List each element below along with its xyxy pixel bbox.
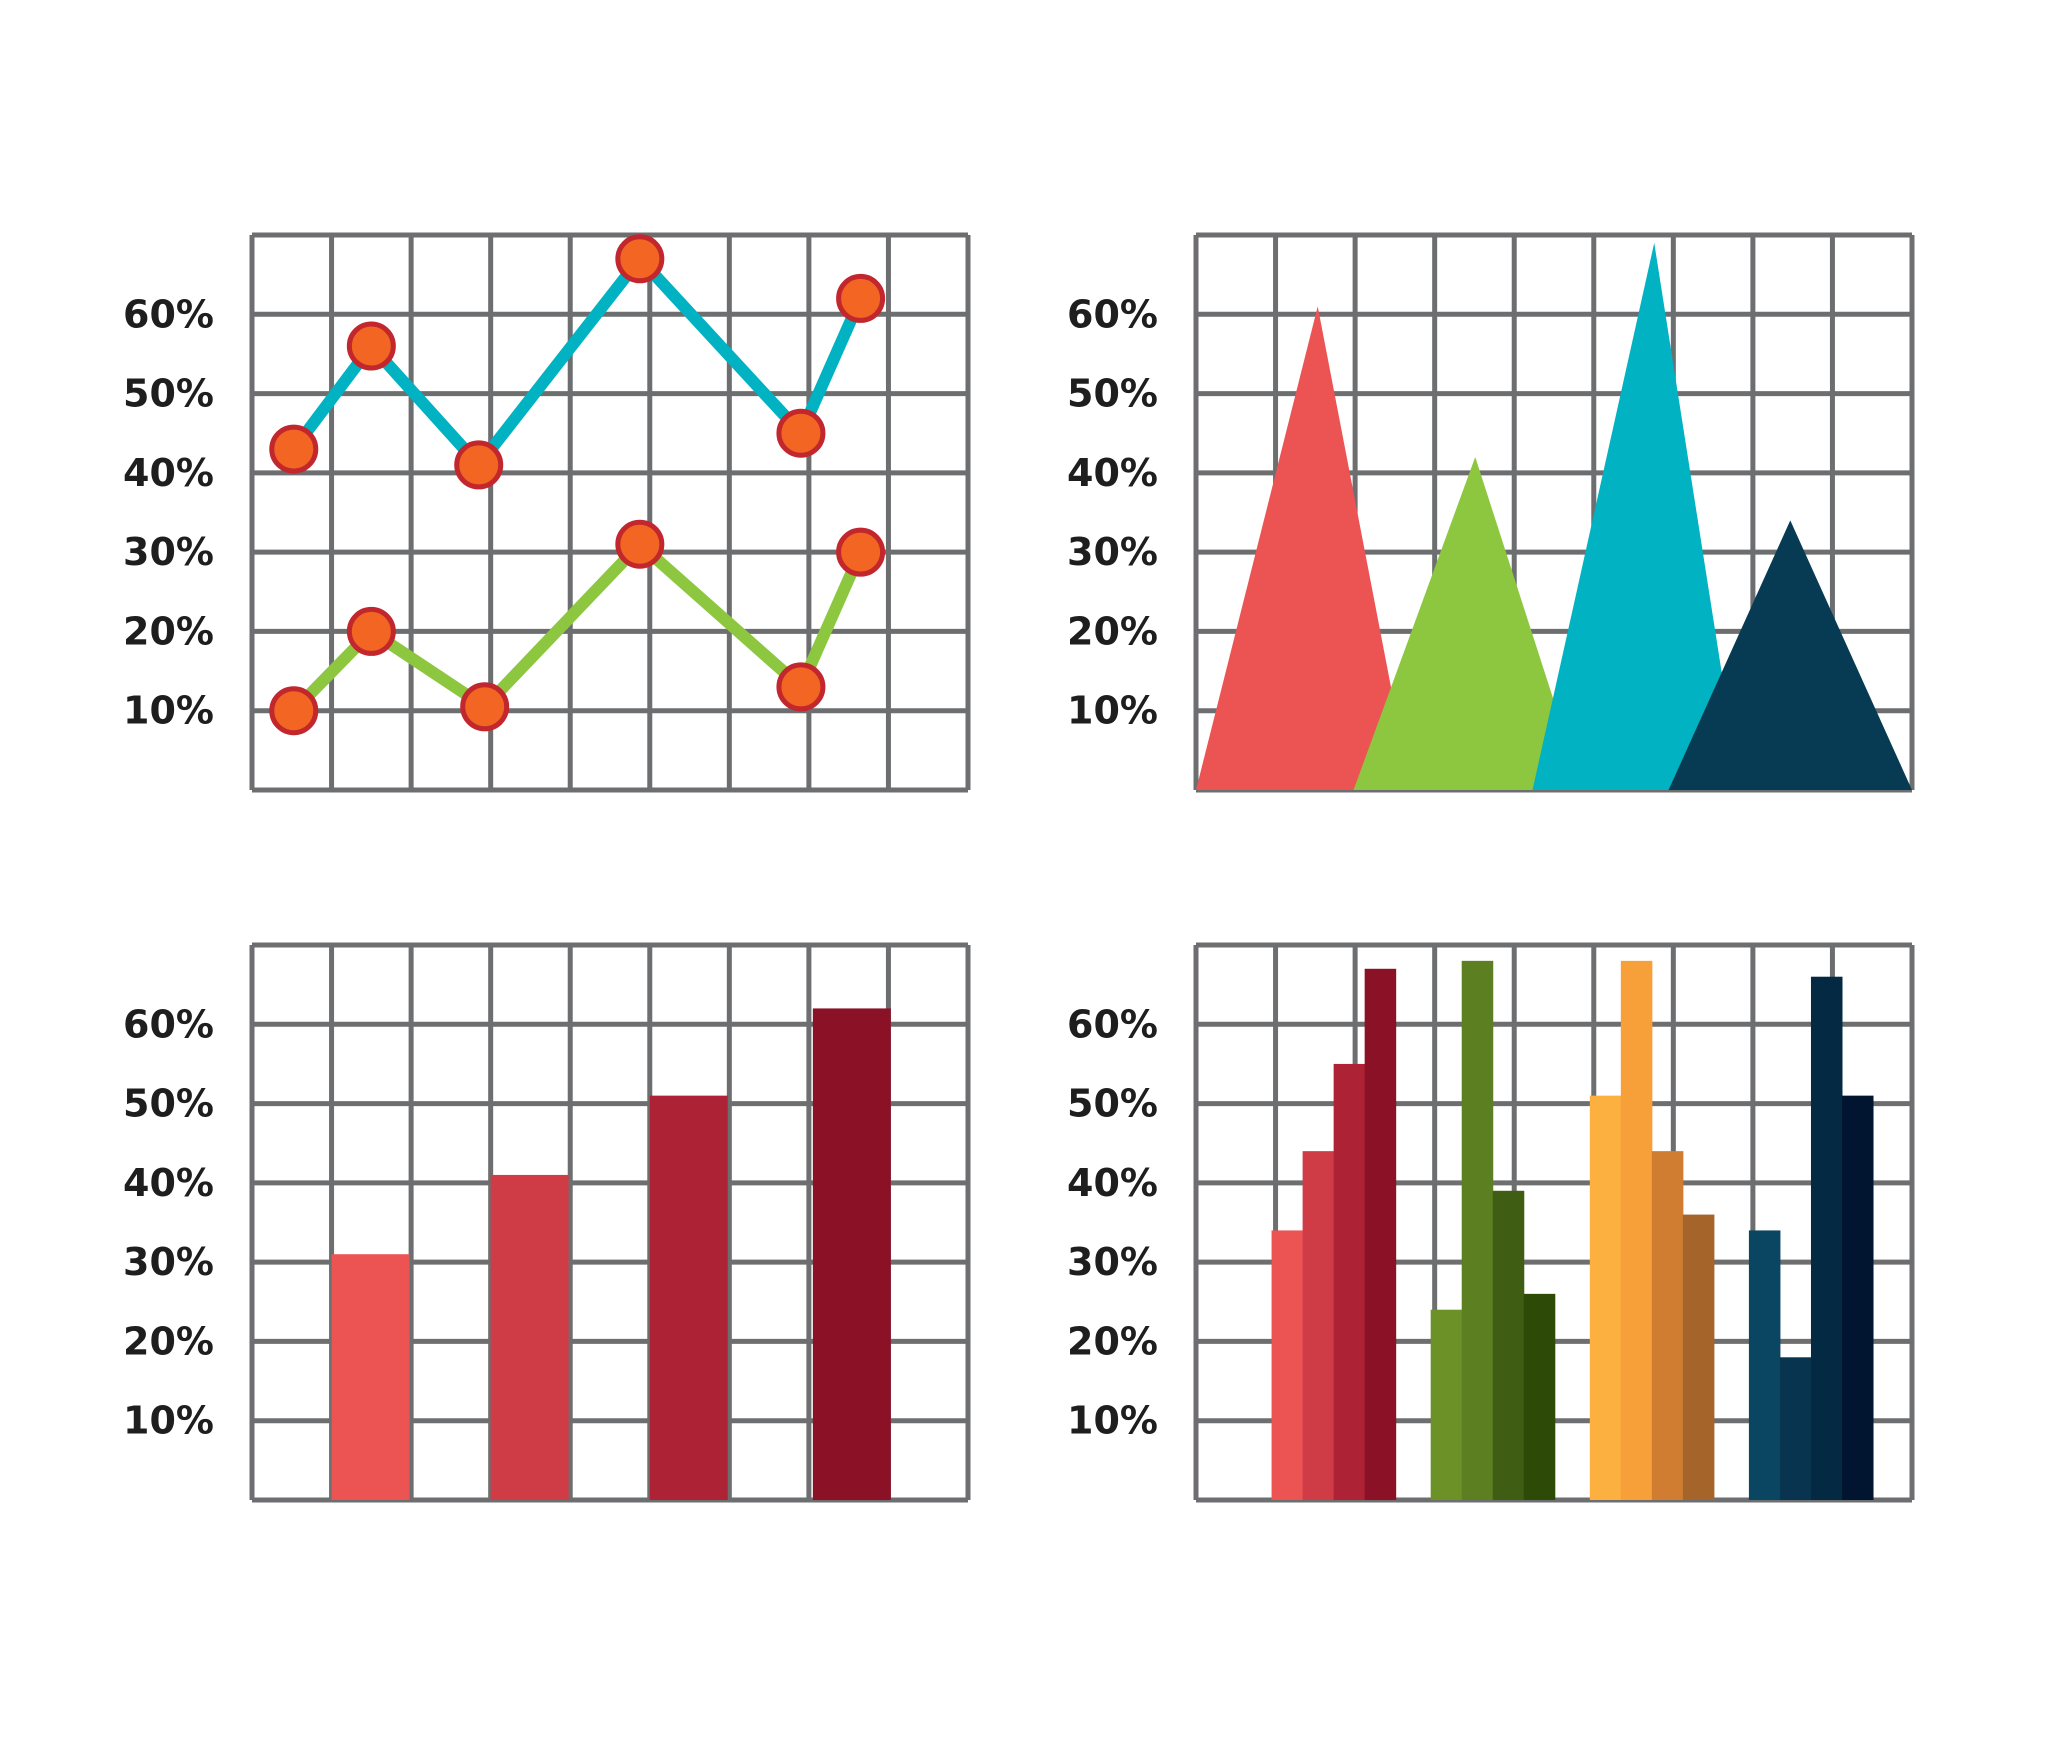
data-point [776,408,826,458]
y-tick-label: 20% [123,609,214,653]
bar [649,1095,728,1500]
bar [490,1174,569,1500]
bar [1523,1293,1556,1500]
peak-triangle [1532,242,1741,790]
y-axis-ticks: 10% 20% 30% 40% 50% 60% [123,292,214,732]
y-tick-label: 10% [1067,689,1158,733]
y-tick-label: 40% [123,1161,214,1205]
bar [1492,1190,1525,1500]
y-axis-ticks: 10% 20% 30% 40% 50% 60% [123,1002,214,1442]
data-point [776,662,826,712]
bar [1748,1230,1781,1500]
peak-triangle [1668,520,1912,790]
bar [1620,960,1653,1500]
data-point [836,527,886,577]
data-point [615,519,665,569]
y-tick-label: 10% [123,1399,214,1443]
y-tick-label: 40% [1067,1161,1158,1205]
y-tick-label: 30% [123,1240,214,1284]
data-point [836,273,886,323]
y-tick-label: 60% [123,292,214,336]
y-tick-label: 20% [1067,1319,1158,1363]
y-tick-label: 40% [1067,451,1158,495]
bar [1810,976,1843,1500]
y-tick-label: 60% [123,1002,214,1046]
y-tick-label: 60% [1067,292,1158,336]
data-point [615,234,665,284]
bar [1651,1151,1684,1500]
y-tick-label: 10% [123,689,214,733]
bar [812,1008,891,1500]
y-tick-label: 50% [123,1082,214,1126]
bar [331,1254,410,1500]
y-tick-label: 10% [1067,1399,1158,1443]
y-tick-label: 50% [123,372,214,416]
bar [1430,1309,1463,1500]
bar [1364,968,1397,1500]
y-axis-ticks: 10% 20% 30% 40% 50% 60% [1067,1002,1158,1442]
data-point [454,440,504,490]
line-chart: 10% 20% 30% 40% 50% 60% [123,232,971,793]
peak-triangle [1196,306,1411,790]
y-tick-label: 50% [1067,372,1158,416]
bar [1333,1063,1366,1500]
y-tick-label: 30% [123,530,214,574]
y-tick-label: 20% [1067,609,1158,653]
data-point [269,686,319,736]
y-tick-label: 40% [123,451,214,495]
y-tick-label: 30% [1067,530,1158,574]
bar [1271,1230,1304,1500]
grouped-bar-chart: 10% 20% 30% 40% 50% 60% [1067,942,1915,1503]
y-axis-ticks: 10% 20% 30% 40% 50% 60% [1067,292,1158,732]
bar [1461,960,1494,1500]
bar [1589,1095,1622,1500]
triangle-area-chart: 10% 20% 30% 40% 50% 60% [1067,232,1915,793]
y-tick-label: 60% [1067,1002,1158,1046]
data-point [269,424,319,474]
bar [1779,1357,1812,1500]
peak-triangle [1353,457,1583,790]
bar [1682,1214,1715,1500]
data-point [346,606,396,656]
y-tick-label: 30% [1067,1240,1158,1284]
y-tick-label: 50% [1067,1082,1158,1126]
y-tick-label: 20% [123,1319,214,1363]
bar-chart: 10% 20% 30% 40% 50% 60% [123,942,971,1503]
bar [1302,1151,1335,1500]
data-point [346,321,396,371]
bar [1841,1095,1874,1500]
data-point [460,682,510,732]
